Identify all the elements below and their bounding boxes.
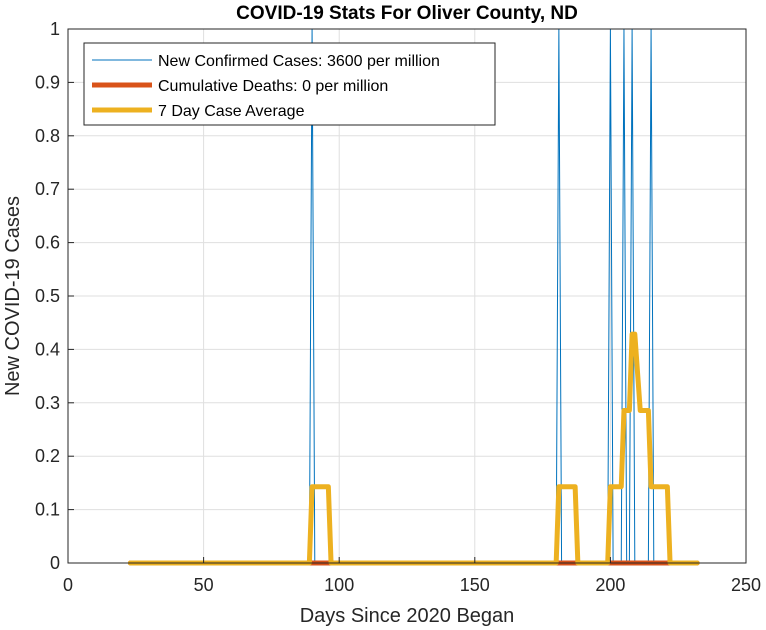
y-tick-label: 0.4 [35, 339, 60, 359]
x-tick-label: 0 [63, 575, 73, 595]
legend-item: 7 Day Case Average [92, 103, 305, 120]
series-line-2 [127, 331, 700, 566]
legend: New Confirmed Cases: 3600 per million Cu… [83, 42, 496, 126]
y-tick-label: 0.3 [35, 393, 60, 413]
y-tick-label: 0.1 [35, 500, 60, 520]
legend-item: New Confirmed Cases: 3600 per million [92, 53, 440, 70]
y-tick-label: 0.8 [35, 126, 60, 146]
y-tick-label: 0.7 [35, 179, 60, 199]
y-axis-label: New COVID-19 Cases [2, 196, 24, 396]
y-tick-label: 0.5 [35, 286, 60, 306]
y-tick-label: 1 [50, 19, 60, 39]
y-tick-label: 0.9 [35, 72, 60, 92]
x-tick-label: 100 [324, 575, 354, 595]
legend-label-1: Cumulative Deaths: 0 per million [158, 78, 388, 95]
legend-label-2: 7 Day Case Average [158, 103, 305, 120]
chart-title: COVID-19 Stats For Oliver County, ND [236, 3, 578, 24]
x-tick-label: 150 [460, 575, 490, 595]
x-tick-label: 50 [194, 575, 214, 595]
y-tick-label: 0.6 [35, 233, 60, 253]
legend-box [83, 42, 496, 126]
x-tick-label: 250 [731, 575, 761, 595]
x-axis-label: Days Since 2020 Began [300, 605, 515, 627]
x-tick-label: 200 [595, 575, 625, 595]
tick-layer: 0 50 100 150 200 250 0 0.1 0.2 0.3 0.4 0.5 0.6 0.7 0.8… [35, 19, 761, 595]
y-tick-label: 0 [50, 553, 60, 573]
y-tick-label: 0.2 [35, 446, 60, 466]
legend-item: Cumulative Deaths: 0 per million [92, 78, 388, 95]
legend-label-0: New Confirmed Cases: 3600 per million [158, 53, 440, 70]
